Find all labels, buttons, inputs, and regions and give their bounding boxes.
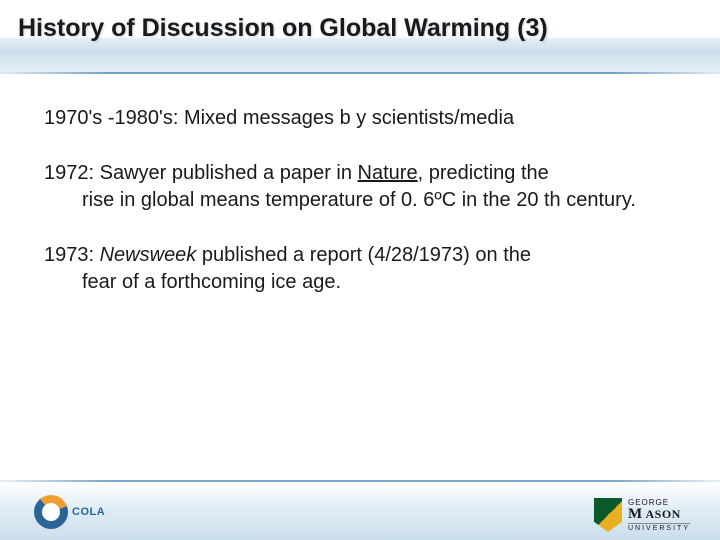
cola-logo: COLA <box>34 490 105 534</box>
p3-part1b: published a report (4/28/1973) on the <box>196 244 531 266</box>
p2-nature-underlined: Nature <box>358 162 418 184</box>
p3-part1a: 1973: <box>44 244 100 266</box>
slide-title: History of Discussion on Global Warming … <box>18 14 702 43</box>
p2-line2: rise in global means temperature of 0. 6… <box>44 187 672 214</box>
mason-logo: GEORGE M ASON UNIVERSITY <box>594 498 690 532</box>
paragraph-1: 1970's -1980's: Mixed messages b y scien… <box>44 105 672 132</box>
p2-part1: 1972: Sawyer published a paper in <box>44 162 358 184</box>
mason-shield-icon <box>594 498 622 532</box>
slide-content: 1970's -1980's: Mixed messages b y scien… <box>44 105 672 324</box>
p3-line2: fear of a forthcoming ice age. <box>44 269 672 296</box>
paragraph-2: 1972: Sawyer published a paper in Nature… <box>44 160 672 214</box>
mason-line-3: UNIVERSITY <box>628 523 690 532</box>
mason-mid-inner: ASON <box>643 507 681 521</box>
p2-after: , predicting the <box>418 162 549 184</box>
p1-text: 1970's -1980's: Mixed messages b y scien… <box>44 107 514 129</box>
p3-newsweek-italic: Newsweek <box>100 244 197 266</box>
header-divider-line <box>0 72 720 74</box>
paragraph-3: 1973: Newsweek published a report (4/28/… <box>44 242 672 296</box>
cola-logo-text: COLA <box>72 506 105 518</box>
mason-logo-text: GEORGE M ASON UNIVERSITY <box>628 499 690 532</box>
mason-line-2: M ASON <box>628 507 690 522</box>
header-gradient-band <box>0 38 720 72</box>
cola-swirl-icon <box>34 495 68 529</box>
